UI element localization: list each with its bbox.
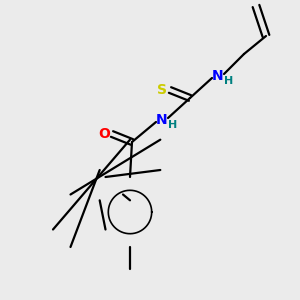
Text: O: O: [98, 127, 110, 141]
Text: H: H: [168, 120, 178, 130]
Text: N: N: [156, 113, 168, 127]
Text: H: H: [224, 76, 234, 86]
Text: N: N: [212, 69, 224, 83]
Text: S: S: [157, 83, 167, 97]
